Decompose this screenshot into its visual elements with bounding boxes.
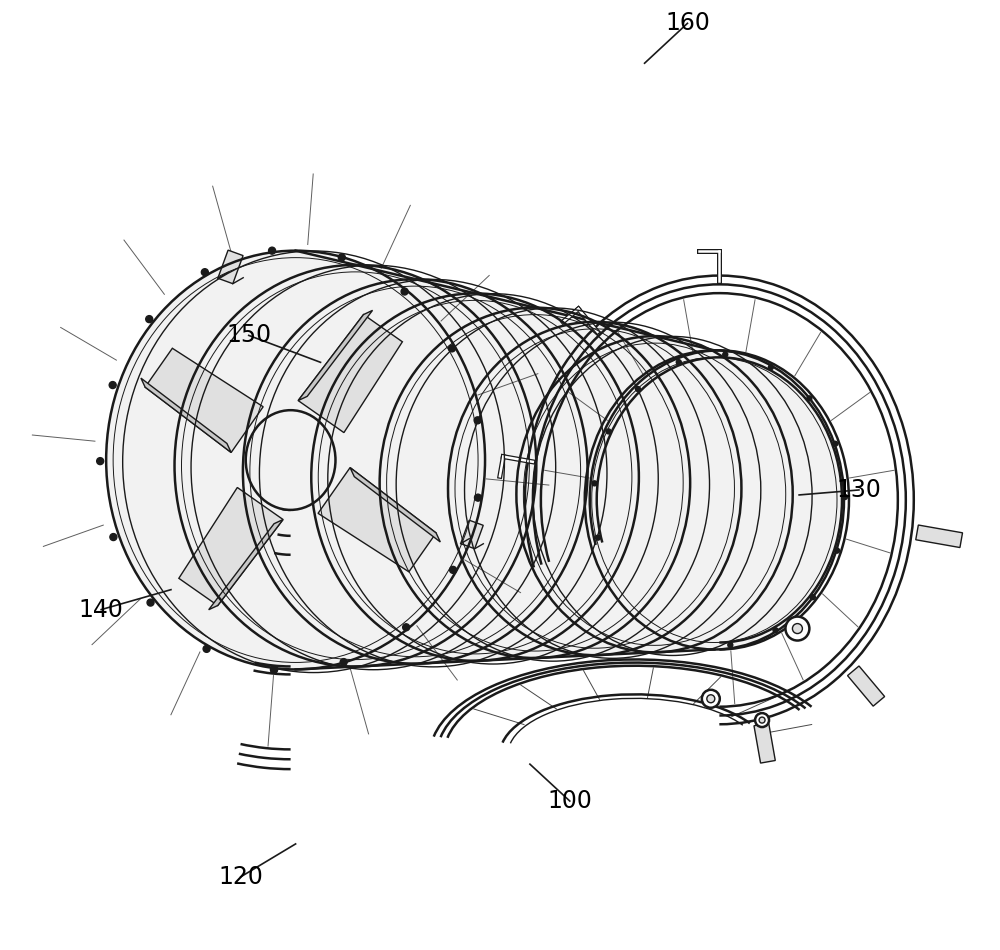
Text: 130: 130 (837, 478, 881, 502)
Circle shape (109, 382, 116, 389)
Circle shape (842, 495, 847, 500)
Circle shape (635, 387, 640, 391)
Circle shape (833, 441, 838, 446)
Ellipse shape (380, 308, 690, 658)
Polygon shape (179, 487, 283, 605)
Text: 100: 100 (547, 789, 592, 813)
Ellipse shape (448, 322, 741, 656)
Circle shape (475, 494, 481, 502)
Polygon shape (11, 151, 570, 770)
Circle shape (596, 535, 600, 541)
Circle shape (340, 658, 347, 666)
Polygon shape (916, 525, 963, 547)
Ellipse shape (106, 251, 485, 670)
Polygon shape (209, 520, 283, 610)
Circle shape (403, 624, 410, 631)
Circle shape (676, 360, 681, 365)
Polygon shape (218, 250, 243, 284)
Ellipse shape (311, 294, 639, 661)
Polygon shape (298, 311, 373, 401)
Polygon shape (848, 666, 885, 706)
Circle shape (146, 315, 153, 323)
Polygon shape (754, 723, 775, 763)
Circle shape (449, 345, 456, 352)
Circle shape (474, 417, 481, 424)
Text: 120: 120 (218, 864, 263, 889)
Circle shape (592, 481, 597, 485)
Ellipse shape (246, 410, 335, 510)
Circle shape (723, 352, 728, 357)
Ellipse shape (585, 351, 844, 650)
Circle shape (728, 642, 733, 648)
Text: 150: 150 (226, 323, 271, 348)
Circle shape (785, 617, 809, 640)
Circle shape (606, 428, 611, 434)
Ellipse shape (243, 279, 588, 664)
Circle shape (271, 666, 278, 674)
Circle shape (768, 365, 773, 370)
Circle shape (792, 623, 802, 634)
Circle shape (807, 396, 812, 401)
Circle shape (97, 458, 104, 465)
Ellipse shape (516, 336, 793, 653)
Circle shape (110, 534, 117, 541)
Polygon shape (141, 378, 231, 452)
Polygon shape (461, 521, 483, 549)
Polygon shape (298, 314, 402, 432)
Circle shape (810, 595, 815, 599)
Polygon shape (350, 467, 440, 542)
Ellipse shape (175, 265, 536, 667)
Circle shape (773, 628, 778, 633)
Circle shape (147, 599, 154, 606)
Circle shape (401, 288, 408, 295)
Circle shape (203, 645, 210, 653)
Polygon shape (525, 276, 914, 724)
Polygon shape (206, 366, 375, 555)
Circle shape (269, 247, 276, 255)
Circle shape (755, 713, 769, 727)
Polygon shape (318, 467, 436, 572)
Circle shape (338, 254, 345, 261)
Polygon shape (431, 659, 832, 754)
Polygon shape (145, 349, 263, 452)
Circle shape (707, 694, 715, 703)
Circle shape (759, 717, 765, 723)
Circle shape (702, 690, 720, 708)
Circle shape (835, 548, 840, 553)
Circle shape (271, 666, 278, 674)
Text: 160: 160 (665, 11, 710, 35)
Text: 140: 140 (79, 598, 124, 621)
Circle shape (450, 566, 457, 574)
Circle shape (201, 269, 208, 276)
